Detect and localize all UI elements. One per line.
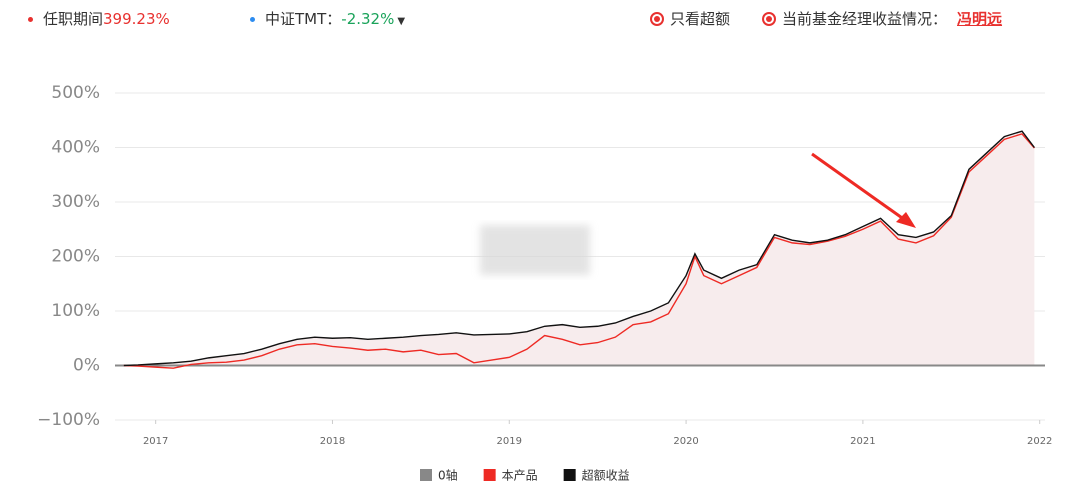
y-tick-label: 400% <box>51 138 100 158</box>
excess-only-label: 只看超额 <box>670 10 731 28</box>
tenure-label: 任职期间 <box>43 10 104 28</box>
radio <box>650 12 664 26</box>
blur-mask <box>480 225 590 275</box>
x-tick-label: 2017 <box>143 436 168 447</box>
excess-only[interactable]: 只看超额 <box>650 8 730 29</box>
x-tick-label: 2022 <box>1027 436 1052 447</box>
legend-label: 本产品 <box>502 469 538 483</box>
y-tick-label: 300% <box>51 192 100 212</box>
radio <box>762 12 776 26</box>
manager-option[interactable]: 当前基金经理收益情况： 冯明远 <box>762 8 1002 29</box>
benchmark-label: 中证TMT： <box>265 10 342 28</box>
x-tick-label: 2021 <box>850 436 875 447</box>
benchmark-value: -2.32% <box>341 10 395 28</box>
manager-name[interactable]: 冯明远 <box>957 10 1003 28</box>
arrow-head <box>896 212 916 228</box>
arrow <box>811 152 906 222</box>
y-tick-label: 0% <box>73 356 100 376</box>
x-tick-label: 2020 <box>673 436 698 447</box>
area <box>123 131 1035 366</box>
y-tick-label: 100% <box>51 301 100 321</box>
legend-swatch <box>483 469 496 481</box>
legend-swatch <box>420 469 432 481</box>
y-tick-label: 500% <box>51 83 100 103</box>
dot <box>28 17 33 22</box>
benchmark[interactable]: 中证TMT：-2.32% ▼ <box>250 8 405 29</box>
y-tick-label: −100% <box>37 410 100 430</box>
x-tick-label: 2018 <box>320 436 345 447</box>
legend-label: 超额收益 <box>582 468 630 483</box>
series-line <box>123 130 1035 367</box>
y-tick-label: 200% <box>51 247 100 267</box>
tenure-return: 任职期间399.23% <box>28 8 170 29</box>
tenure-value: 399.23% <box>103 10 170 28</box>
series-line <box>123 133 1035 369</box>
dropdown-caret: ▼ <box>397 16 406 27</box>
legend-label: 0轴 <box>438 468 458 483</box>
legend-swatch <box>563 469 576 481</box>
dot <box>250 17 255 22</box>
manager-label: 当前基金经理收益情况： <box>782 10 948 28</box>
x-tick-label: 2019 <box>497 436 522 447</box>
